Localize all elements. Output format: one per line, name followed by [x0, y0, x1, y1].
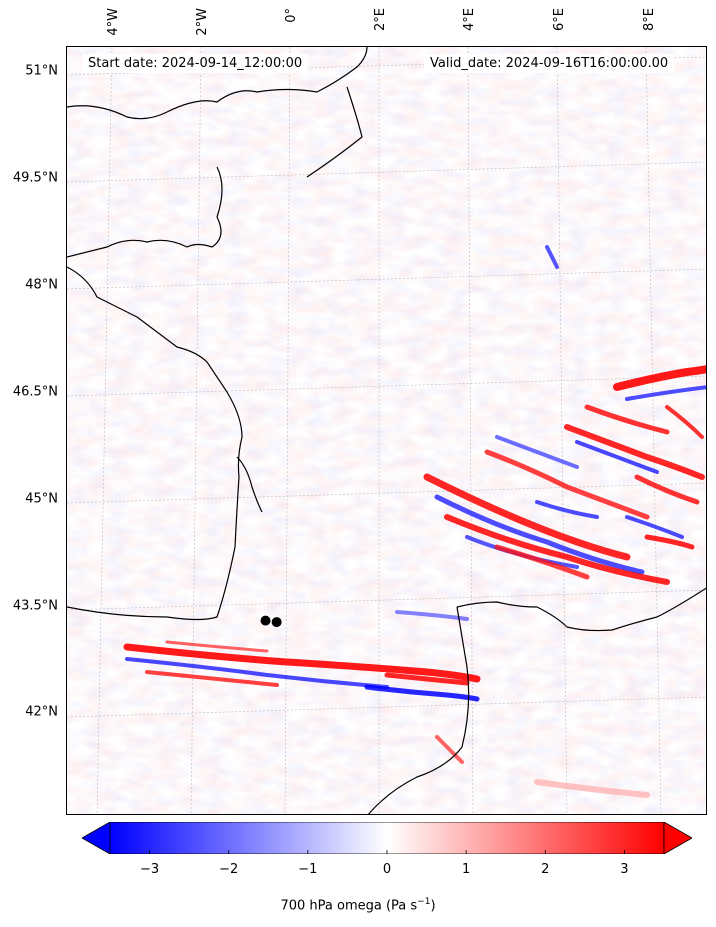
colorbar-label-sup: −1 [417, 897, 431, 907]
colorbar-gradient [109, 822, 665, 854]
lon-label-8e: 8°E [642, 8, 657, 31]
strong-omega-bands [423, 365, 706, 585]
lon-label-2e: 2°E [373, 8, 388, 31]
lon-label-4e: 4°E [462, 8, 477, 31]
lon-label-0: 0° [284, 8, 299, 23]
colorbar-tick-label: 1 [462, 862, 471, 877]
omega-field-map [67, 47, 706, 814]
pyrenees-omega-bands [123, 245, 650, 798]
marker-layer [260, 615, 282, 628]
start-date-label: Start date: 2024-09-14_12:00:00 [82, 54, 309, 73]
colorbar-tick-label: −3 [139, 862, 160, 877]
colorbar-label: 700 hPa omega (Pa s−1) [0, 897, 716, 913]
station-marker [271, 617, 282, 628]
colorbar-label-end: ) [430, 898, 436, 914]
colorbar-tick-label: −2 [219, 862, 239, 877]
lat-label-43-5n: 43.5°N [12, 598, 58, 614]
coastlines [67, 47, 706, 814]
lon-label-6e: 6°E [552, 8, 567, 31]
station-marker [260, 615, 271, 626]
graticule [67, 47, 706, 814]
colorbar-tick-label: 0 [382, 862, 392, 877]
lat-label-49-5n: 49.5°N [12, 170, 58, 186]
lat-label-45n: 45°N [25, 491, 58, 507]
map-panel [66, 46, 707, 815]
colorbar [82, 822, 692, 854]
lon-label-4w: 4°W [106, 8, 121, 36]
valid-date-label: Valid_date: 2024-09-16T16:00:00.00 [424, 54, 675, 73]
colorbar-tick-label: 2 [541, 862, 550, 877]
lat-label-51n: 51°N [25, 63, 58, 79]
lat-label-42n: 42°N [25, 704, 58, 720]
colorbar-extend-low [82, 822, 111, 854]
colorbar-tick-label: 3 [620, 862, 629, 877]
lat-label-48n: 48°N [25, 277, 58, 293]
lon-label-2w: 2°W [195, 8, 210, 36]
lat-label-46-5n: 46.5°N [12, 384, 58, 400]
colorbar-extend-high [663, 822, 692, 854]
colorbar-tick-label: −1 [298, 862, 318, 877]
colorbar-label-main: 700 hPa omega (Pa s [280, 898, 418, 914]
